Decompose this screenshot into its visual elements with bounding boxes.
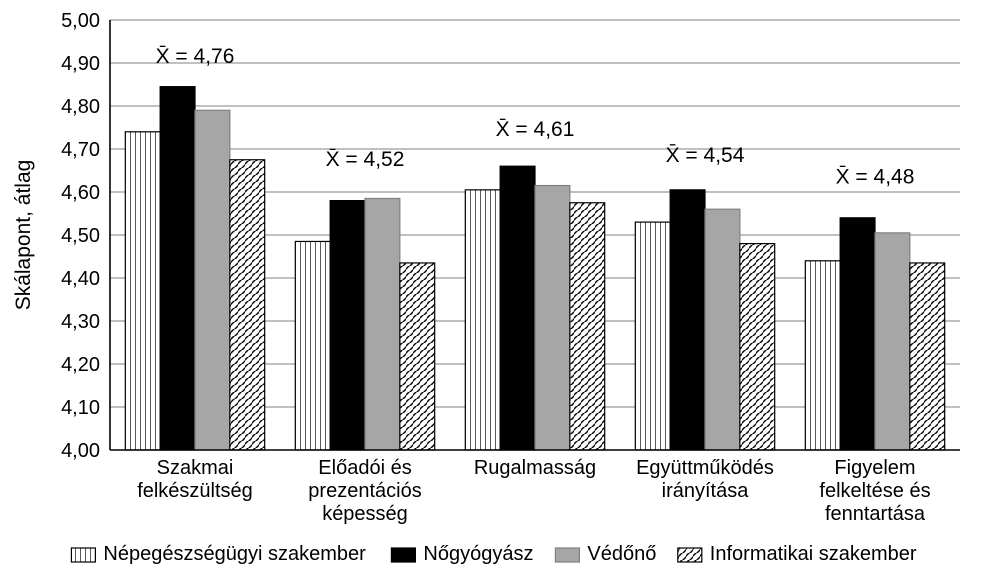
group-mean-annotation: X̄ = 4,52	[326, 148, 405, 171]
legend-swatch	[555, 548, 579, 562]
y-tick-label: 4,90	[61, 53, 100, 75]
bar	[500, 166, 535, 450]
x-tick-label: Figyelemfelkeltése ésfenntartása	[819, 457, 930, 525]
y-tick-label: 4,00	[61, 440, 100, 462]
bar	[840, 218, 875, 450]
legend-label: Informatikai szakember	[710, 543, 917, 565]
bar	[805, 261, 840, 450]
bar	[365, 198, 400, 450]
bar	[125, 132, 160, 450]
group-mean-annotation: X̄ = 4,48	[836, 165, 915, 188]
legend-label: Védőnő	[587, 543, 656, 565]
group-mean-annotation: X̄ = 4,61	[496, 118, 575, 141]
y-tick-label: 5,00	[61, 10, 100, 32]
legend-swatch	[391, 548, 415, 562]
bar	[705, 209, 740, 450]
bar	[330, 201, 365, 450]
bar	[635, 222, 670, 450]
bar	[400, 263, 435, 450]
bar	[910, 263, 945, 450]
y-tick-label: 4,60	[61, 182, 100, 204]
y-tick-label: 4,70	[61, 139, 100, 161]
bar	[160, 87, 195, 450]
group-mean-annotation: X̄ = 4,76	[156, 45, 235, 68]
y-tick-label: 4,80	[61, 96, 100, 118]
bar	[465, 190, 500, 450]
bar	[195, 110, 230, 450]
x-tick-label: Rugalmasság	[474, 457, 596, 479]
y-tick-label: 4,20	[61, 354, 100, 376]
bar-chart: 4,00 4,10 4,20 4,30 4,40 4,50 4,60 4,70 4,80 4,90…	[0, 0, 993, 581]
legend-label: Népegészségügyi szakember	[103, 543, 366, 565]
group-mean-annotation: X̄ = 4,54	[666, 144, 745, 167]
x-tick-label: Szakmaifelkészültség	[137, 457, 253, 502]
y-tick-label: 4,30	[61, 311, 100, 333]
legend-label: Nőgyógyász	[423, 543, 533, 565]
x-tick-label: Együttműködésirányítása	[636, 457, 774, 502]
bar	[670, 190, 705, 450]
y-tick-label: 4,40	[61, 268, 100, 290]
chart-container: 4,00 4,10 4,20 4,30 4,40 4,50 4,60 4,70 4,80 4,90…	[0, 0, 993, 581]
bar	[295, 241, 330, 450]
legend-swatch	[678, 548, 702, 562]
bar	[740, 244, 775, 450]
y-tick-label: 4,50	[61, 225, 100, 247]
bar	[570, 203, 605, 450]
x-tick-label: Előadói ésprezentációsképesség	[308, 457, 421, 525]
legend-swatch	[71, 548, 95, 562]
y-tick-label: 4,10	[61, 397, 100, 419]
bar	[535, 186, 570, 450]
bar	[875, 233, 910, 450]
y-axis-label: Skálapont, átlag	[12, 160, 35, 311]
bar	[230, 160, 265, 450]
